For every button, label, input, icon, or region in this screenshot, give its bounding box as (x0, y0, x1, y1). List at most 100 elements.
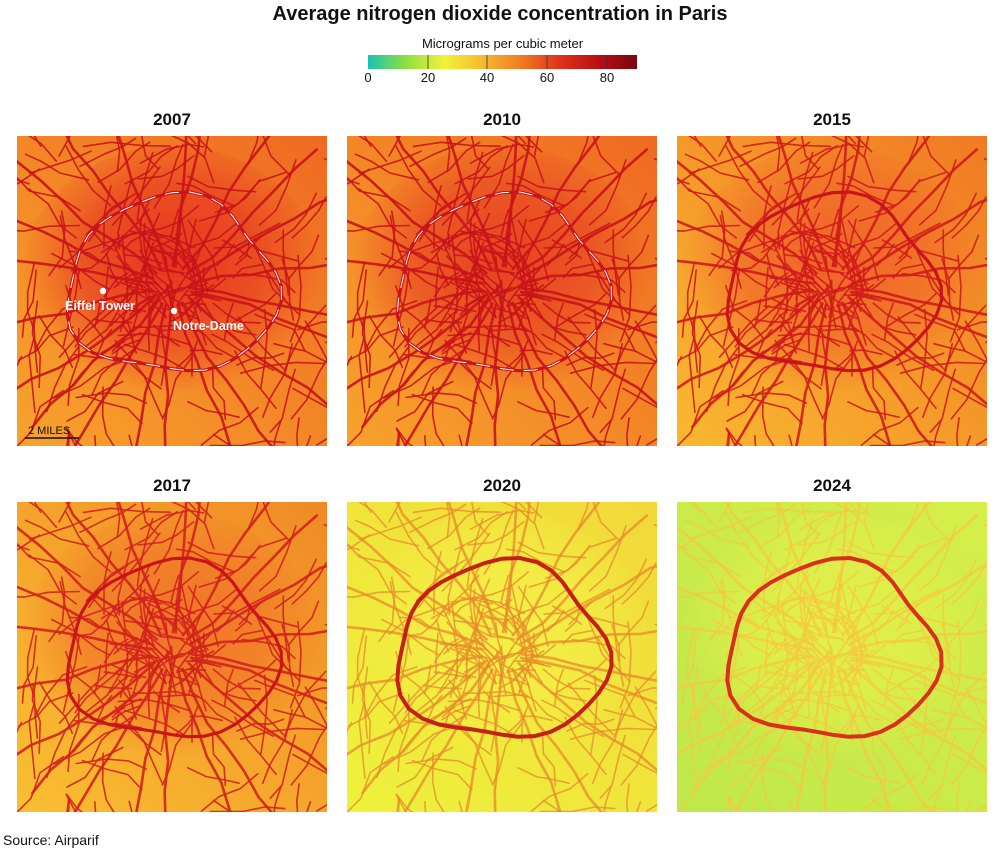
street (812, 324, 840, 347)
street (213, 588, 281, 615)
major-road (520, 263, 657, 286)
street (75, 758, 148, 770)
legend-tick: 0 (364, 70, 372, 85)
street (203, 136, 210, 157)
street (138, 222, 196, 262)
street (356, 261, 366, 329)
street (479, 652, 502, 675)
street (796, 517, 814, 587)
major-road (493, 304, 504, 446)
street (444, 339, 492, 390)
street (187, 295, 202, 329)
street (137, 521, 195, 546)
street (381, 252, 440, 290)
street (448, 313, 465, 344)
street (105, 266, 109, 309)
street (735, 392, 808, 404)
street (522, 621, 534, 660)
pollution-core (682, 146, 982, 406)
street (426, 328, 443, 357)
street (347, 692, 404, 728)
street (482, 690, 510, 713)
street (626, 417, 630, 446)
street (118, 679, 135, 710)
street (808, 662, 820, 702)
street (711, 252, 770, 290)
street (100, 234, 131, 254)
street (677, 692, 734, 728)
street (28, 554, 77, 605)
street (363, 666, 418, 719)
road-network (677, 502, 987, 812)
street (296, 783, 300, 812)
street (239, 727, 326, 740)
street (542, 302, 591, 324)
street (426, 694, 443, 723)
street (599, 734, 626, 799)
street (456, 263, 497, 319)
street (784, 145, 838, 185)
panel-2020: 2020 (347, 476, 657, 812)
street (854, 136, 873, 153)
street (760, 600, 791, 620)
panel-2017: 2017 (17, 476, 327, 812)
street (62, 634, 81, 713)
street (918, 525, 957, 592)
street (290, 724, 327, 786)
street (469, 249, 486, 285)
street (441, 298, 477, 313)
street (262, 136, 291, 176)
road-network (677, 136, 987, 446)
street (476, 602, 506, 618)
street (646, 437, 657, 446)
major-road (849, 198, 987, 280)
road-network (347, 502, 657, 812)
street (498, 291, 507, 329)
street (858, 178, 921, 222)
map-2015 (677, 136, 987, 446)
street (103, 272, 129, 298)
street (363, 136, 372, 147)
street (171, 663, 196, 682)
street (741, 759, 803, 791)
street (763, 185, 772, 249)
major-road (17, 219, 155, 281)
street (828, 281, 855, 295)
street (876, 609, 895, 633)
street (883, 302, 894, 341)
street (621, 562, 657, 605)
street (93, 298, 102, 329)
street (688, 150, 752, 175)
street (212, 668, 261, 690)
street (797, 155, 855, 180)
street (24, 519, 90, 547)
street (718, 136, 731, 157)
street (192, 255, 204, 294)
street (896, 718, 945, 732)
map-2024 (677, 502, 987, 812)
street (66, 380, 124, 422)
street (273, 342, 327, 364)
street (553, 668, 564, 707)
ring-road (725, 190, 944, 373)
street (763, 305, 802, 313)
street (65, 794, 77, 812)
street (591, 709, 623, 785)
street (162, 694, 193, 698)
street (775, 136, 781, 173)
street (453, 619, 493, 631)
street (168, 667, 195, 690)
street (933, 342, 987, 364)
street (952, 753, 987, 775)
street (53, 724, 131, 765)
street (751, 714, 796, 762)
street (289, 254, 302, 343)
street (677, 177, 741, 212)
street (226, 293, 277, 328)
street (831, 663, 856, 682)
street (65, 427, 84, 446)
street (504, 347, 527, 371)
street (837, 253, 855, 284)
panel-2007: 2007 Eiffel Tower Notre-Dame 2 MILES (17, 110, 327, 446)
street (109, 643, 138, 646)
